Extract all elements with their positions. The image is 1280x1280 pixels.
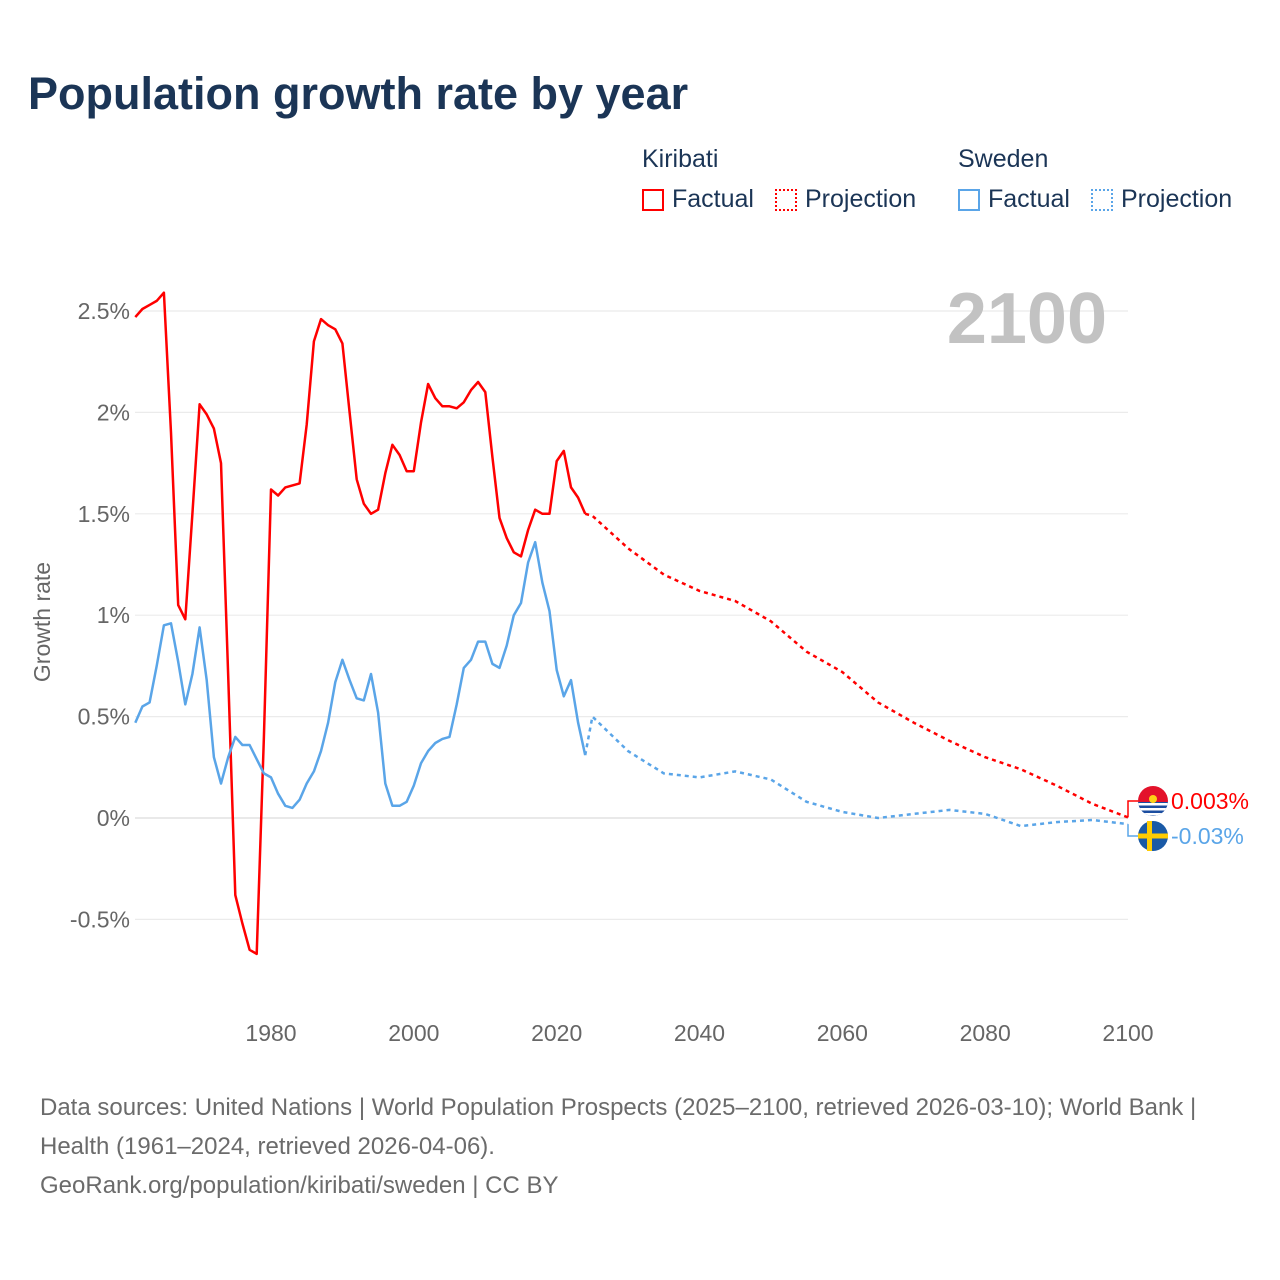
kiribati-connector	[1127, 800, 1138, 818]
x-tick-label: 2060	[817, 1020, 868, 1046]
legend-sweden-factual[interactable]: Factual	[958, 185, 1070, 214]
x-tick-label: 2080	[960, 1020, 1011, 1046]
y-tick-label: -0.5%	[70, 906, 130, 932]
y-axis-label: Growth rate	[29, 562, 55, 682]
kiribati-end-value: 0.003%	[1171, 788, 1249, 814]
legend-label: Projection	[1121, 185, 1233, 213]
kiribati-projection-line	[584, 512, 1129, 819]
flag-body	[1138, 786, 1168, 816]
x-tick-label: 2000	[388, 1020, 439, 1046]
flag-wave	[1138, 808, 1168, 811]
legend-group-kiribati: Kiribati	[642, 145, 719, 173]
credit-link[interactable]: GeoRank.org/population/kiribati/sweden |…	[40, 1172, 559, 1199]
sweden-connector	[1127, 824, 1138, 837]
flag-wave	[1138, 813, 1168, 816]
flag-cross-v	[1147, 821, 1152, 851]
flag-wave	[1138, 803, 1168, 806]
flag-red	[1138, 786, 1168, 802]
kiribati-factual-line	[134, 291, 587, 956]
legend-kiribati-factual[interactable]: Factual	[642, 185, 754, 214]
x-tick-label: 1980	[245, 1020, 296, 1046]
legend-swatch-dotted	[1091, 188, 1113, 211]
legend-label: Factual	[672, 185, 754, 213]
year-watermark: 2100	[947, 279, 1107, 359]
kiribati-flag-icon	[1138, 786, 1168, 816]
y-tick-label: 0%	[97, 805, 130, 831]
x-tick-label: 2040	[674, 1020, 725, 1046]
y-tick-label: 1%	[97, 602, 130, 628]
sweden-flag-icon	[1138, 821, 1168, 851]
flag-cross-h	[1138, 833, 1168, 839]
y-tick-label: 2%	[97, 399, 130, 425]
footer: Data sources: United Nations | World Pop…	[40, 1088, 1240, 1205]
data-sources: Data sources: United Nations | World Pop…	[40, 1094, 1197, 1160]
y-tick-label: 0.5%	[78, 704, 130, 730]
x-tick-label: 2100	[1102, 1020, 1153, 1046]
legend-group-sweden: Sweden	[958, 145, 1049, 173]
x-tick-label: 2020	[531, 1020, 582, 1046]
line-chart: 2.5% 2% 1.5% 1% 0.5% 0% -0.5% 1980 2000 2020 2040 2…	[29, 279, 1249, 1046]
flag-sun	[1149, 795, 1157, 803]
legend-swatch-solid	[958, 188, 980, 211]
sweden-factual-line	[134, 540, 587, 810]
legend-sweden-projection[interactable]: Projection	[1091, 185, 1232, 214]
legend-label: Factual	[988, 185, 1070, 213]
legend-swatch-solid	[642, 188, 664, 211]
chart-title: Population growth rate by year	[28, 68, 689, 119]
y-tick-label: 2.5%	[78, 298, 130, 324]
sweden-projection-line	[583, 714, 1129, 828]
legend-kiribati-projection[interactable]: Projection	[775, 185, 916, 214]
sweden-end-value: -0.03%	[1171, 823, 1244, 849]
y-tick-label: 1.5%	[78, 501, 130, 527]
legend-label: Projection	[805, 185, 917, 213]
legend-swatch-dotted	[775, 188, 797, 211]
